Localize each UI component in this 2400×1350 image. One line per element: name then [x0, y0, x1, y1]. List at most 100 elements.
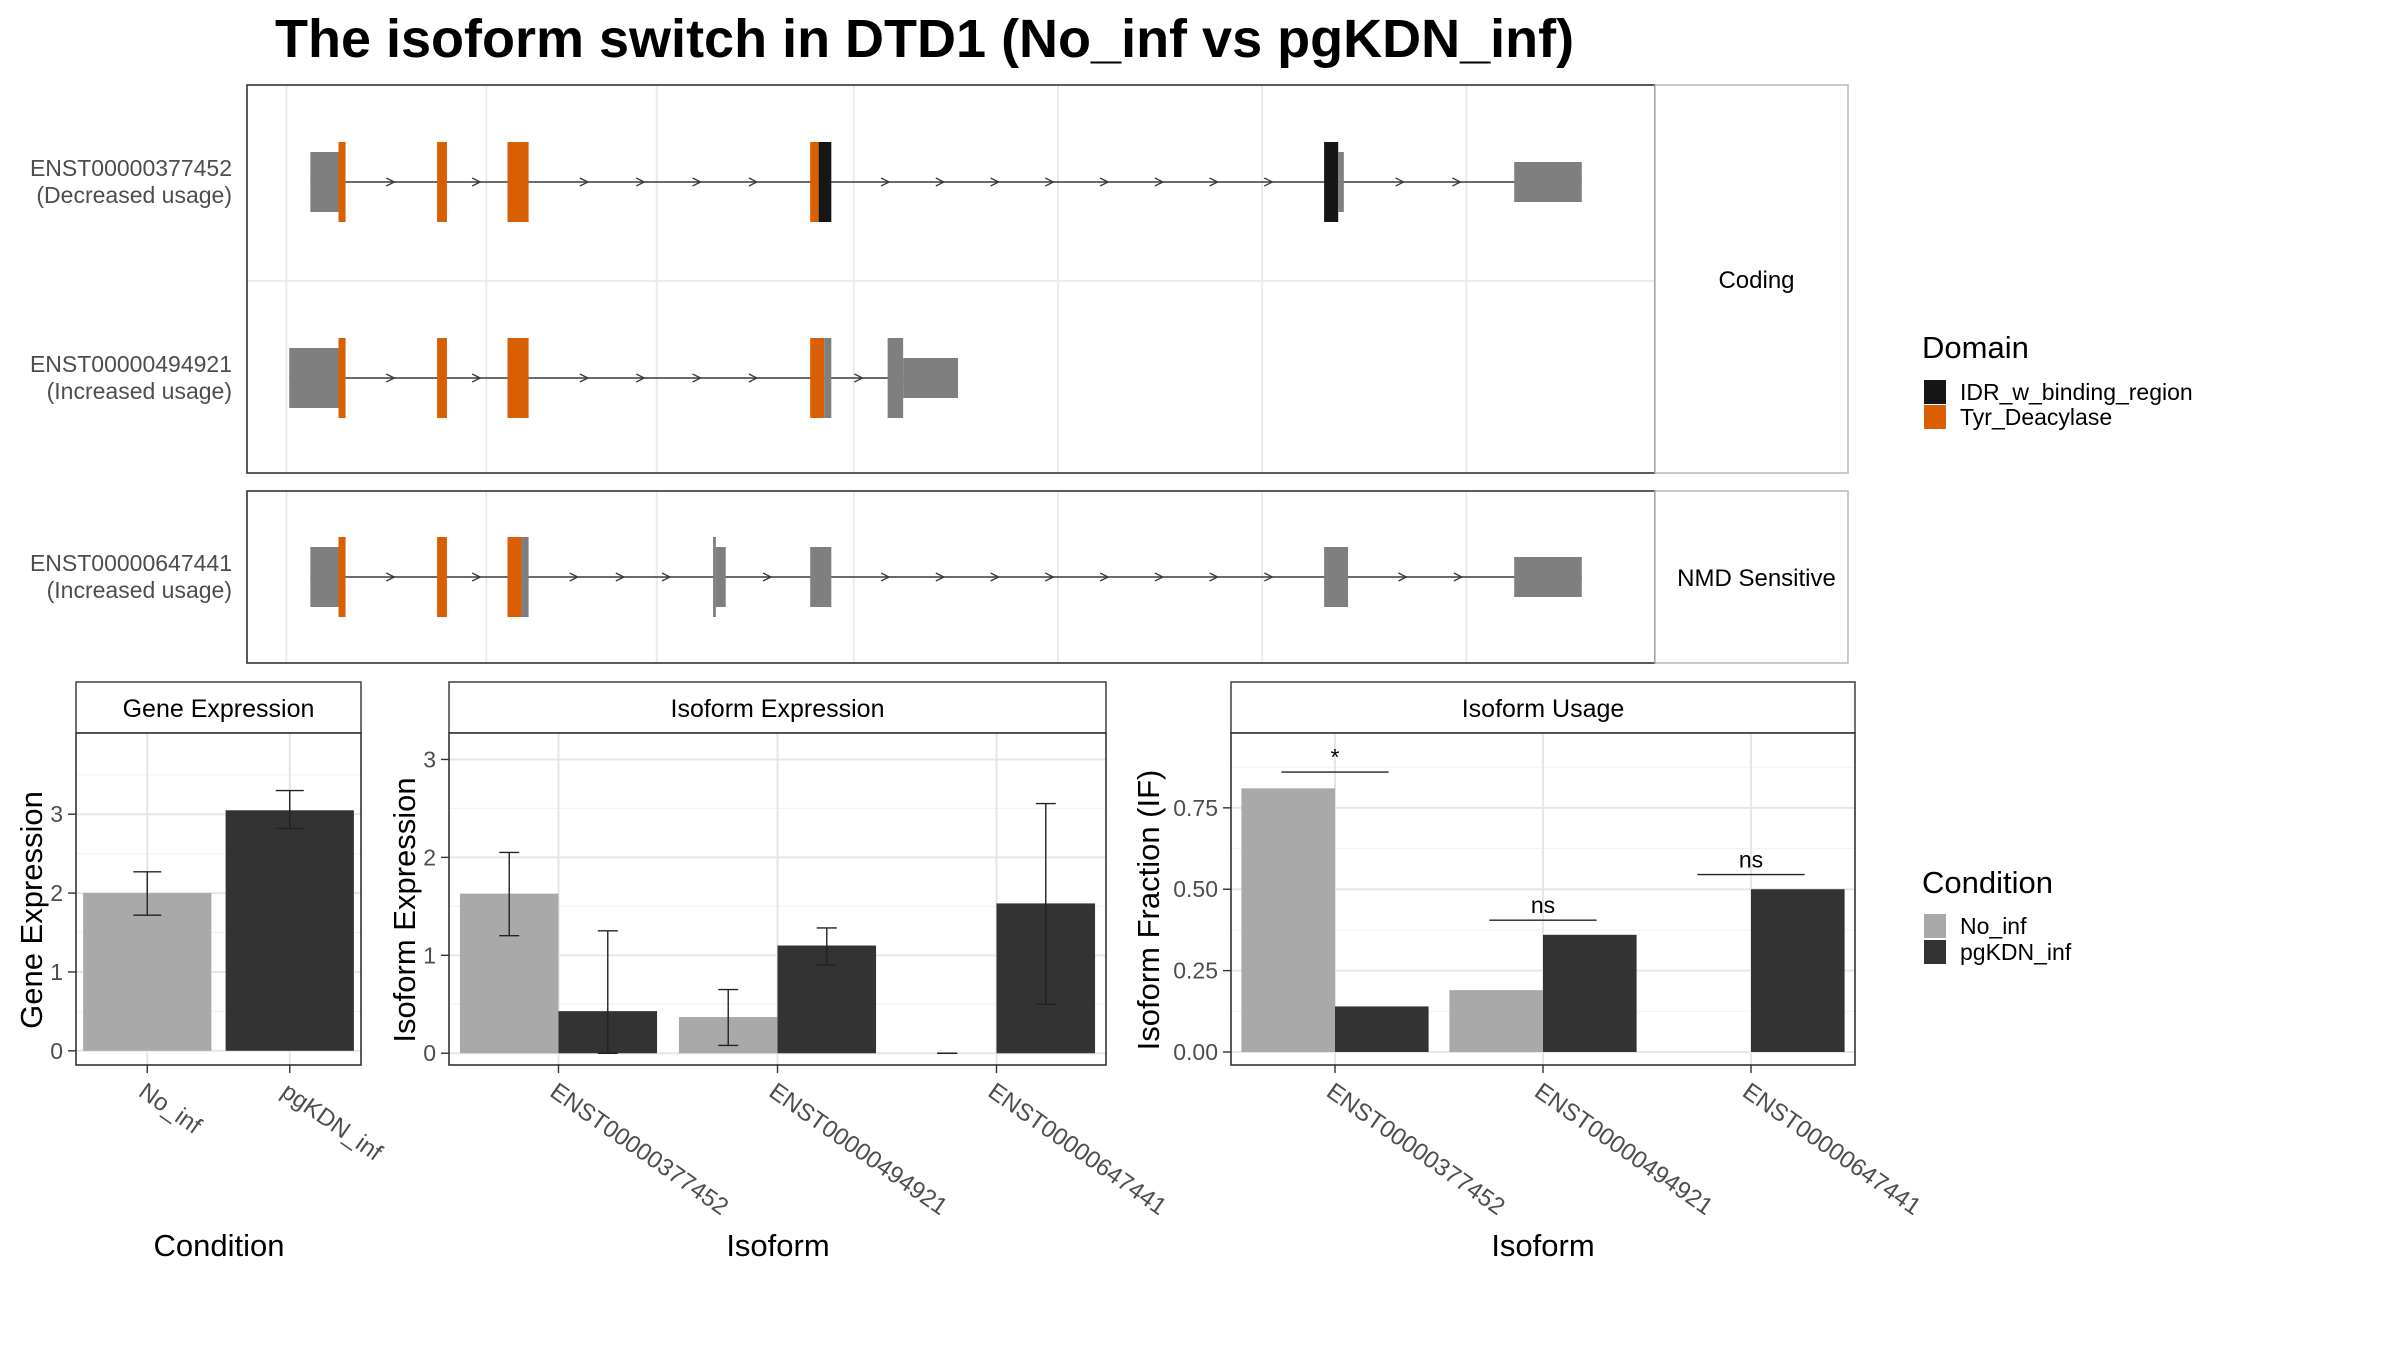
intron-arrow [1264, 177, 1274, 187]
exon-block [887, 338, 904, 418]
intron-arrow [1154, 572, 1165, 582]
legend-key [1924, 380, 1946, 404]
legend-key [1924, 940, 1946, 964]
panel-border [75, 732, 362, 1066]
y-tick-label: 1 [50, 959, 63, 985]
intron-arrow [615, 572, 626, 582]
legend-key [1924, 914, 1946, 938]
exon-domain-Tyr_Deacylase [507, 142, 529, 222]
intron-arrow [1099, 177, 1110, 187]
panel-strip [1230, 681, 1856, 734]
bar [1543, 934, 1637, 1052]
exon-domain-Tyr_Deacylase [507, 537, 522, 617]
exon-domain-Tyr_Deacylase [437, 338, 447, 418]
y-tick-label: 2 [50, 880, 63, 906]
intron-arrow [569, 572, 580, 582]
x-axis-title: Isoform [1491, 1228, 1594, 1263]
panel-strip-label: Isoform Usage [1462, 695, 1625, 723]
intron-arrow [635, 177, 646, 187]
exon-block [1514, 557, 1582, 597]
exon-block [1514, 162, 1582, 202]
y-axis-title: Isoform Expression [387, 777, 422, 1042]
significance-label: * [1331, 744, 1340, 770]
intron-arrow [386, 572, 396, 582]
intron-arrow [1453, 572, 1464, 582]
facet-strip [1654, 490, 1849, 664]
isoform-usage-label: (Increased usage) [47, 378, 232, 404]
intron-arrow [1045, 572, 1055, 582]
bar-panel-2: Isoform Usage*nsns0.000.250.500.75ENST00… [1131, 681, 1926, 1263]
exon-domain-Tyr_Deacylase [338, 537, 346, 617]
exon-domain-Tyr_Deacylase [437, 537, 447, 617]
exon-block [521, 537, 529, 617]
intron-arrow [579, 177, 590, 187]
intron-arrow [579, 373, 590, 383]
intron-arrow [1209, 572, 1220, 582]
y-tick-label: 0 [50, 1038, 63, 1064]
isoform-row-label: ENST00000377452 [30, 155, 232, 181]
exon-block [903, 358, 959, 398]
intron-arrow [935, 177, 946, 187]
exon-domain-Tyr_Deacylase [338, 142, 346, 222]
legend-title: Domain [1922, 330, 2029, 365]
bar [1335, 1006, 1429, 1052]
bar [1449, 990, 1543, 1052]
intron-arrow [1209, 177, 1220, 187]
y-tick-label: 0.00 [1173, 1039, 1218, 1065]
legend-title: Condition [1922, 865, 2053, 900]
intron-arrow [471, 572, 482, 582]
legend-label: Tyr_Deacylase [1960, 404, 2112, 430]
exon-block [824, 338, 832, 418]
exon-domain-Tyr_Deacylase [338, 338, 346, 418]
exon-block [713, 537, 716, 617]
facet-strip-label: NMD Sensitive [1677, 565, 1836, 592]
y-axis-title: Isoform Fraction (IF) [1131, 770, 1166, 1051]
intron-arrow [1452, 177, 1462, 187]
bar [1751, 889, 1845, 1052]
isoform-usage-label: (Increased usage) [47, 577, 232, 603]
exon-domain-IDR_w_binding_region [1324, 142, 1339, 222]
structure-panel-bg [247, 85, 1655, 473]
exon-block [810, 547, 832, 607]
y-tick-label: 0.50 [1173, 876, 1218, 902]
intron-arrow [471, 373, 482, 383]
panel-strip-label: Gene Expression [123, 695, 315, 723]
significance-label: ns [1739, 847, 1763, 873]
bar [225, 810, 354, 1051]
legend-label: IDR_w_binding_region [1960, 379, 2193, 405]
intron-arrow [386, 373, 396, 383]
x-axis-title: Isoform [726, 1228, 829, 1263]
exon-block [715, 547, 726, 607]
y-tick-label: 2 [423, 844, 436, 870]
intron-arrow [762, 572, 773, 582]
y-tick-label: 3 [50, 801, 63, 827]
panel-strip-label: Isoform Expression [671, 695, 885, 723]
facet-strip [1654, 84, 1849, 474]
intron-arrow [692, 373, 703, 383]
exon-block [289, 348, 339, 408]
legend-label: No_inf [1960, 913, 2027, 939]
y-axis-title: Gene Expression [14, 791, 49, 1029]
exon-block [1338, 152, 1344, 212]
isoform-track: ENST00000377452(Decreased usage) [30, 142, 1582, 222]
intron-arrow [471, 177, 482, 187]
intron-arrow [880, 177, 891, 187]
exon-domain-IDR_w_binding_region [818, 142, 832, 222]
bar [83, 893, 212, 1051]
panel-strip [448, 681, 1107, 734]
y-tick-label: 0 [423, 1040, 436, 1066]
isoform-track: ENST00000494921(Increased usage) [30, 338, 959, 418]
panel-strip [75, 681, 362, 734]
legend-label: pgKDN_inf [1960, 939, 2072, 965]
intron-arrow [1099, 572, 1110, 582]
intron-arrow [935, 572, 946, 582]
figure-title: The isoform switch in DTD1 (No_inf vs pg… [275, 9, 1574, 69]
bar [1241, 788, 1335, 1052]
intron-arrow [1398, 572, 1408, 582]
intron-arrow [748, 177, 759, 187]
x-axis-title: Condition [154, 1228, 285, 1263]
y-tick-label: 1 [423, 942, 436, 968]
exon-block [1324, 547, 1349, 607]
